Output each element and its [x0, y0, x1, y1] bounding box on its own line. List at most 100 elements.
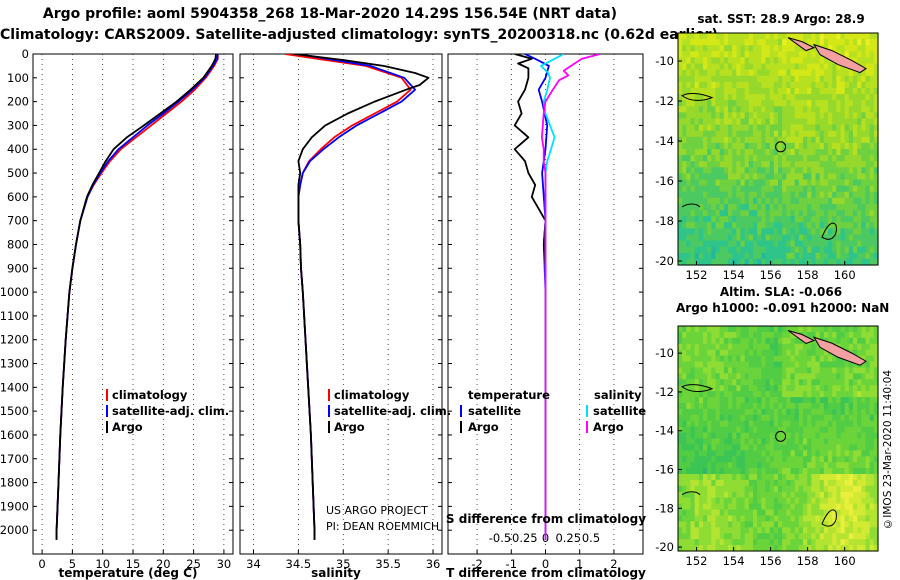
map-cell: [753, 57, 758, 65]
map-cell: [765, 533, 771, 540]
map-cell: [694, 479, 700, 487]
map-cell: [686, 503, 692, 511]
map-cell: [736, 468, 742, 475]
map-cell: [715, 337, 721, 345]
map-cell: [703, 124, 708, 132]
map-cell: [861, 426, 867, 434]
map-cell: [778, 385, 783, 392]
map-cell: [865, 94, 871, 101]
map-cell: [715, 414, 721, 422]
map-cell: [715, 485, 721, 493]
map-cell: [844, 191, 850, 199]
map-cell: [778, 106, 783, 113]
map-cell: [736, 527, 742, 534]
map-cell: [703, 479, 708, 487]
map-cell: [794, 373, 800, 380]
map-cell: [761, 474, 767, 481]
map-cell: [761, 191, 767, 199]
map-cell: [853, 240, 858, 248]
map-cell: [707, 527, 712, 534]
map-cell: [728, 361, 733, 369]
map-cell: [836, 385, 842, 392]
map-cell: [811, 497, 817, 505]
map-cell: [678, 408, 683, 416]
map-cell: [840, 337, 846, 345]
map-cell: [853, 397, 858, 404]
map-cell: [836, 355, 842, 363]
map-cell: [773, 57, 779, 65]
map-cell: [873, 539, 879, 546]
map-cell: [778, 191, 783, 199]
map-cell: [769, 155, 775, 162]
map-cell: [828, 222, 833, 229]
map-cell: [761, 130, 767, 138]
map-cell: [786, 468, 792, 475]
map-cell: [682, 420, 687, 428]
map-cell: [836, 533, 842, 540]
sst-map-title: sat. SST: 28.9 Argo: 28.9: [697, 12, 865, 26]
map-cell: [873, 39, 879, 46]
map-cell: [832, 63, 837, 71]
map-cell: [861, 539, 867, 546]
map-cell: [844, 533, 850, 540]
map-cell: [715, 191, 721, 199]
map-cell: [794, 161, 800, 168]
map-cell: [786, 51, 792, 59]
map-cell: [823, 438, 829, 446]
map-cell: [811, 228, 817, 236]
map-cell: [803, 167, 808, 175]
map-cell: [844, 402, 850, 410]
map-cell: [786, 197, 792, 205]
map-cell: [840, 246, 846, 254]
map-cell: [715, 503, 721, 511]
map-cell: [773, 408, 779, 416]
map-cell: [803, 149, 808, 156]
map-cell: [698, 420, 704, 428]
map-cell: [690, 39, 696, 46]
map-cell: [840, 379, 846, 386]
map-cell: [848, 385, 854, 392]
map-cell: [682, 149, 687, 156]
map-cell: [869, 521, 875, 528]
map-cell: [686, 51, 692, 59]
map-cell: [840, 468, 846, 475]
map-cell: [865, 112, 871, 120]
map-cell: [819, 503, 825, 511]
map-cell: [686, 179, 692, 187]
map-cell: [694, 39, 700, 46]
map-cell: [782, 527, 787, 534]
map-cell: [869, 185, 875, 193]
difference-series-group: [513, 54, 601, 540]
map-cell: [811, 222, 817, 229]
map-cell: [782, 402, 787, 410]
map-cell: [861, 57, 867, 65]
map-cell: [690, 161, 696, 168]
map-cell: [748, 450, 754, 457]
map-cell: [819, 57, 825, 65]
map-cell: [744, 112, 750, 120]
map-cell: [761, 491, 767, 499]
map-cell: [790, 173, 796, 181]
map-cell: [682, 258, 687, 266]
map-cell: [690, 355, 696, 363]
map-cell: [690, 462, 696, 469]
map-cell: [815, 527, 821, 534]
map-cell: [728, 349, 733, 357]
map-cell: [711, 533, 717, 540]
map-cell: [848, 130, 854, 138]
map-cell: [844, 450, 850, 457]
map-cell: [853, 408, 858, 416]
map-cell: [840, 491, 846, 499]
map-cell: [773, 69, 779, 77]
map-cell: [740, 456, 746, 463]
map-cell: [753, 361, 758, 369]
map-cell: [769, 414, 775, 422]
map-cell: [811, 397, 817, 404]
map-cell: [853, 87, 858, 95]
x-tick-label: 5: [69, 557, 76, 571]
map-cell: [815, 468, 821, 475]
map-cell: [840, 485, 846, 493]
map-cell: [678, 142, 683, 150]
depth-tick-label: 700: [7, 214, 29, 228]
map-cell: [832, 222, 837, 229]
